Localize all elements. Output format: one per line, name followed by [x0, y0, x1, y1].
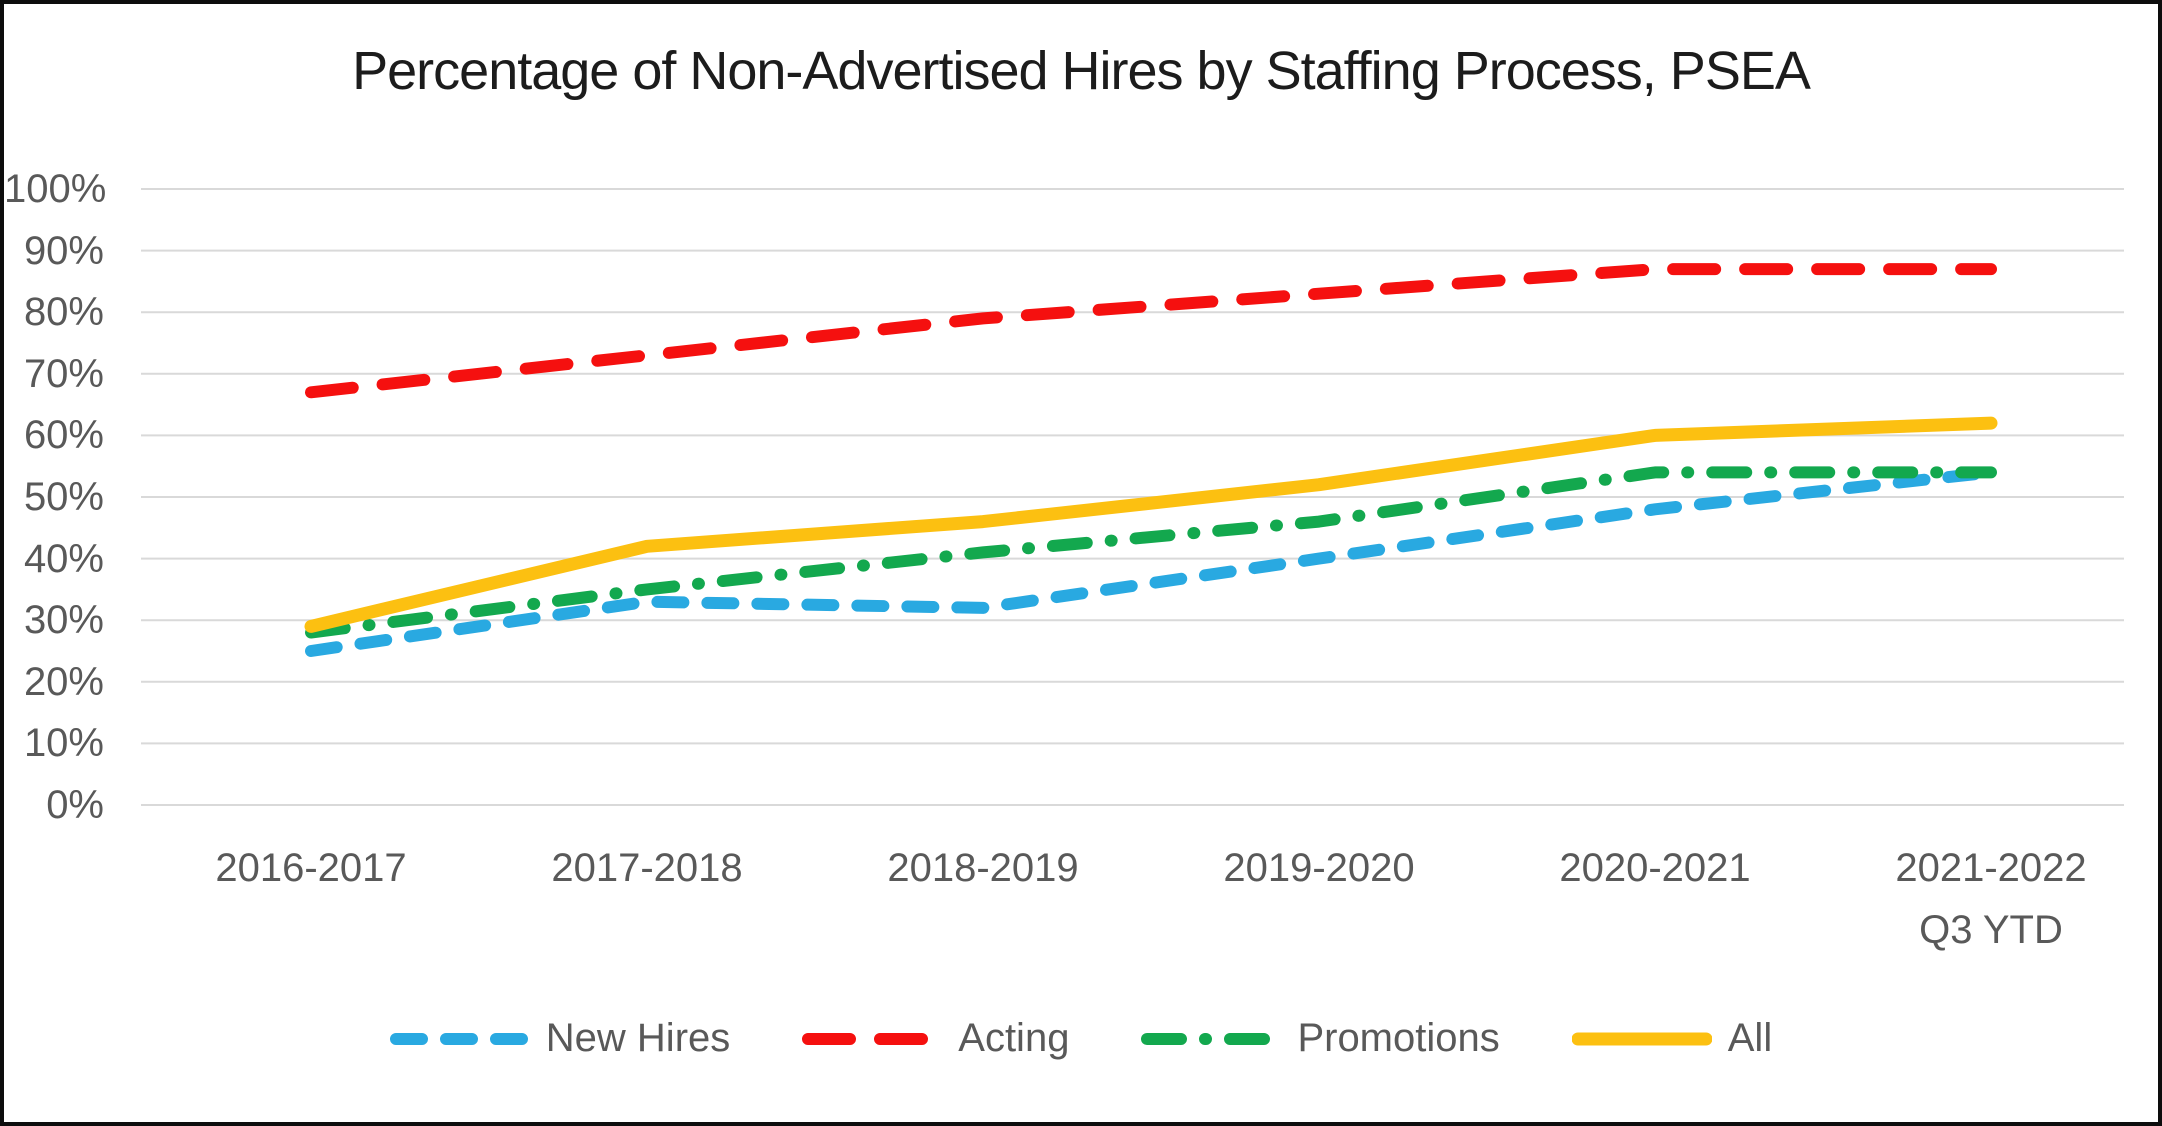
y-tick-label: 100% [4, 167, 107, 211]
y-tick-label: 10% [23, 721, 104, 766]
legend-label: New Hires [545, 1016, 731, 1060]
legend-item-promotions: Promotions [1141, 1016, 1500, 1061]
x-tick-label-line: 2016-2017 [215, 846, 407, 890]
legend-swatch [802, 1032, 943, 1045]
chart-legend: New Hires Acting Promotions All [4, 1016, 2158, 1061]
legend-label: All [1727, 1016, 1773, 1060]
x-tick-label-line: 2018-2019 [887, 846, 1079, 890]
legend-swatch [1571, 1032, 1712, 1045]
legend-swatch [389, 1032, 530, 1045]
series-line-all [304, 416, 1998, 633]
y-tick-label: 30% [23, 598, 104, 643]
legend-item-acting: Acting [802, 1016, 1069, 1061]
legend-label: Acting [958, 1016, 1070, 1060]
y-tick-label: 80% [23, 290, 104, 335]
legend-label: Promotions [1297, 1016, 1500, 1060]
x-tick-label: 2016-2017 [141, 837, 481, 899]
x-tick-label: 2018-2019 [813, 837, 1153, 899]
x-tick-label: 2017-2018 [477, 837, 817, 899]
y-tick-label: 0% [46, 783, 104, 827]
x-tick-label-line: 2019-2020 [1223, 846, 1415, 890]
chart-title: Percentage of Non-Advertised Hires by St… [352, 41, 1811, 101]
x-tick-label: 2019-2020 [1149, 837, 1489, 899]
series-line-promotions [305, 466, 1997, 639]
x-tick-label-line: 2017-2018 [551, 846, 743, 890]
y-tick-label: 90% [23, 228, 104, 273]
x-tick-label-line: 2021-2022 [1895, 846, 2087, 890]
series-line-new-hires [305, 466, 1997, 657]
y-tick-label: 50% [23, 475, 104, 519]
line-chart-plot-area [141, 188, 2124, 806]
x-tick-label: 2020-2021 [1485, 837, 1825, 899]
y-tick-label: 70% [23, 351, 104, 396]
legend-item-new-hires: New Hires [389, 1016, 731, 1061]
legend-swatch [1141, 1032, 1282, 1045]
x-tick-label-line: Q3 YTD [1919, 908, 2063, 952]
x-tick-label-line: 2020-2021 [1559, 846, 1751, 890]
y-tick-label: 40% [23, 536, 104, 581]
legend-item-all: All [1571, 1016, 1773, 1061]
series-line-acting [305, 263, 1997, 399]
y-tick-label: 20% [23, 659, 104, 704]
x-tick-label: 2021-2022 Q3 YTD [1821, 837, 2158, 961]
y-tick-label: 60% [23, 413, 104, 458]
